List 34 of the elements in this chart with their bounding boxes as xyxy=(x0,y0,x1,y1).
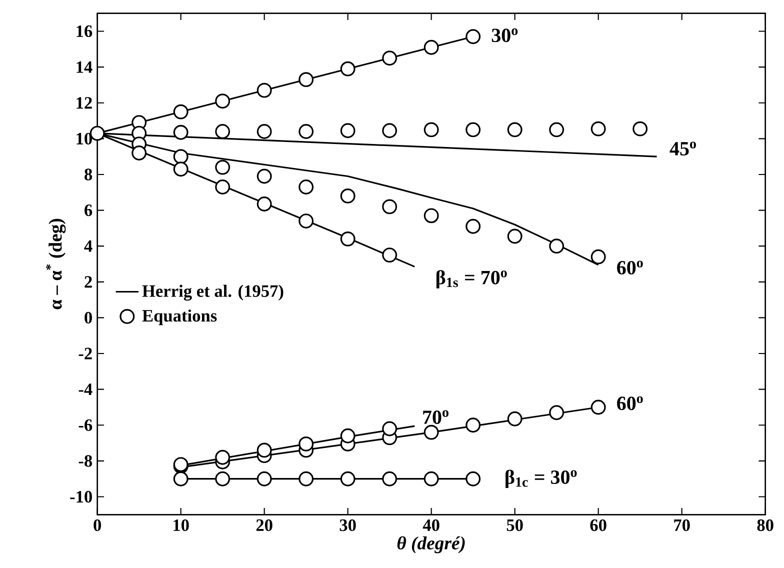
annotation: 70$^{o}$ xyxy=(423,410,448,424)
x-tick-label: 0 xyxy=(94,519,102,532)
x-tick-label: 80 xyxy=(757,519,774,532)
x-tick-label: 70 xyxy=(674,519,690,532)
y-tick-label: 12 xyxy=(76,97,92,109)
x-tick-label: 20 xyxy=(256,519,272,532)
y-tick-label: 8 xyxy=(84,168,92,180)
annotation: β$_{1s}$ = 70$^{o}$ xyxy=(436,270,507,288)
x-tick-label: 50 xyxy=(506,519,523,532)
y-tick-label: -4 xyxy=(78,384,92,396)
y-tick-label: 2 xyxy=(84,276,92,288)
y-tick-label: -6 xyxy=(78,419,92,431)
x-tick-label: 60 xyxy=(590,519,606,532)
x-axis-title: θ (degré) xyxy=(397,536,465,554)
legend-label: Herrig et al. (1957) xyxy=(142,284,284,301)
y-tick-label: 0 xyxy=(84,312,92,324)
y-tick-label: 16 xyxy=(76,25,92,38)
y-tick-label: -2 xyxy=(78,348,92,360)
annotation: 45$^{o}$ xyxy=(670,142,696,156)
x-tick-label: 40 xyxy=(422,519,440,532)
y-axis-title: α – α$^{*}$ (deg) xyxy=(46,218,66,310)
annotation: 60$^{o}$ xyxy=(617,260,643,274)
x-tick-label: 10 xyxy=(174,519,189,532)
y-tick-label: 14 xyxy=(76,61,92,73)
annotation: 60$^{o}$ xyxy=(617,396,643,410)
legend-label: Equations xyxy=(142,309,217,326)
annotation: β$_{1c}$ = 30$^{o}$ xyxy=(506,470,577,488)
y-tick-label: 6 xyxy=(84,204,92,216)
annotation: 30$^{o}$ xyxy=(492,28,518,42)
y-tick-label: 10 xyxy=(76,132,92,145)
y-tick-label: 4 xyxy=(84,240,92,252)
x-tick-label: 30 xyxy=(340,519,356,532)
y-tick-label: -8 xyxy=(78,455,92,467)
y-tick-label: -10 xyxy=(70,490,92,503)
